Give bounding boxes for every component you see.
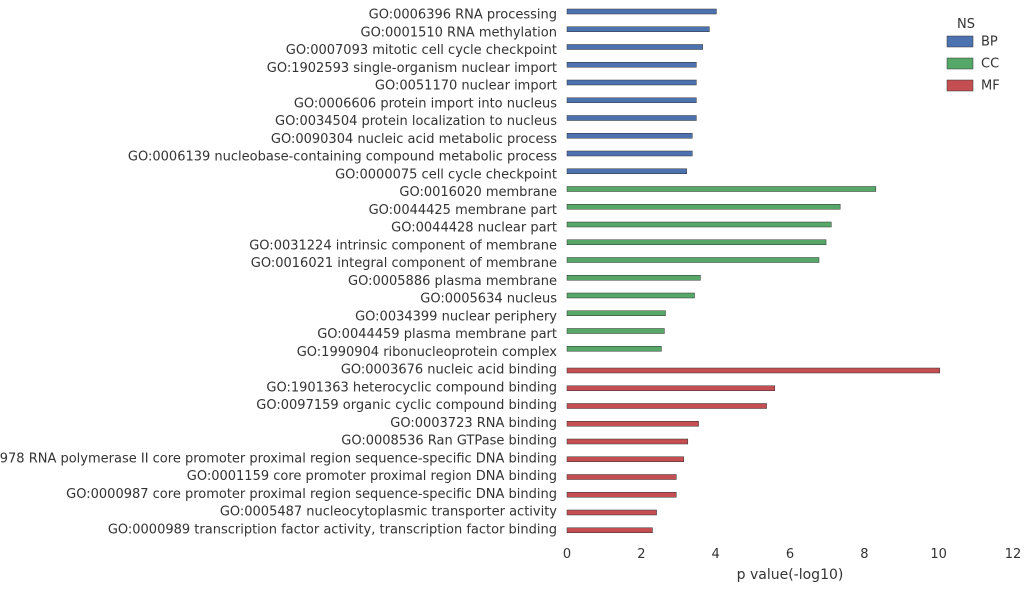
y-tick-label: GO:0005634 nucleus [420, 292, 557, 307]
x-tick-label: 8 [860, 547, 868, 562]
y-tick-label: GO:0008536 Ran GTPase binding [341, 434, 557, 449]
y-tick-label: GO:0003676 nucleic acid binding [341, 363, 557, 378]
y-tick-label: GO:0006139 nucleobase-containing compoun… [128, 150, 557, 165]
legend-title: NS [957, 17, 975, 32]
bar-mf [566, 438, 689, 445]
bar-cc [566, 292, 695, 299]
bar-cc [566, 239, 827, 245]
bar-bp [566, 97, 697, 103]
legend-label-bp: BP [981, 35, 998, 50]
bar-mf [566, 474, 677, 480]
bar-bp [566, 44, 703, 50]
bar-bp [566, 26, 710, 32]
legend-label-mf: MF [981, 79, 1000, 94]
bar-cc [566, 186, 877, 192]
legend: NS BP CC MF [946, 17, 1000, 94]
bar-bp [566, 115, 697, 121]
y-tick-label: GO:0090304 nucleic acid metabolic proces… [271, 132, 557, 147]
y-tick-label: GO:0003723 RNA binding [390, 416, 557, 431]
bar-cc [566, 346, 662, 352]
bar-bp [566, 8, 717, 15]
y-tick-label: GO:0000989 transcription factor activity… [108, 522, 557, 537]
x-tick-labels: 0 2 4 6 8 10 12 [563, 547, 1021, 562]
y-tick-label: GO:0016020 membrane [399, 185, 557, 200]
bar-mf [566, 456, 684, 462]
y-tick-label: GO:0097159 organic cyclic compound bindi… [256, 398, 557, 413]
y-tick-label: GO:0031224 intrinsic component of membra… [249, 238, 557, 253]
bar-bp [566, 133, 693, 139]
y-tick-label: GO:0005886 plasma membrane [348, 274, 557, 289]
legend-swatch-cc [946, 57, 974, 70]
bar-mf [566, 527, 653, 533]
x-tick-label: 4 [712, 547, 720, 562]
bar-bp [566, 79, 697, 86]
y-tick-label: GO:0005487 nucleocytoplasmic transporter… [220, 505, 557, 520]
bar-bp [566, 62, 697, 68]
y-tick-label: GO:0016021 integral component of membran… [251, 256, 557, 271]
bar-cc [566, 257, 820, 263]
y-tick-label: GO:0000075 cell cycle checkpoint [335, 167, 557, 182]
bar-bp [566, 168, 687, 174]
legend-label-cc: CC [981, 57, 999, 72]
y-tick-label: GO:0006396 RNA processing [369, 8, 557, 23]
bar-mf [566, 385, 776, 391]
legend-swatch-mf [946, 79, 974, 92]
y-tick-label: GO:1990904 ribonucleoprotein complex [297, 345, 558, 360]
x-tick-label: 0 [563, 547, 571, 562]
y-tick-label: GO:0044428 nuclear part [391, 221, 557, 236]
y-tick-label: GO:0001510 RNA methylation [361, 25, 557, 40]
y-tick-label: GO:0007093 mitotic cell cycle checkpoint [286, 43, 557, 58]
x-axis-label: p value(-log10) [737, 567, 844, 583]
y-tick-label: GO:0006606 protein import into nucleus [294, 96, 557, 111]
bar-mf [566, 421, 699, 427]
y-tick-label: GO:0051170 nuclear import [375, 79, 557, 94]
legend-swatch-bp [946, 35, 974, 48]
y-tick-label: GO:1901363 heterocyclic compound binding [266, 380, 557, 395]
y-tick-label: GO:0034399 nuclear periphery [355, 309, 557, 324]
bar-mf [566, 509, 657, 516]
y-tick-label: GO:0000987 core promoter proximal region… [66, 487, 557, 502]
y-tick-label: GO:0044425 membrane part [369, 203, 557, 218]
x-tick-label: 6 [786, 547, 794, 562]
bar-cc [566, 204, 841, 210]
legend-entries: BP CC MF [946, 35, 1000, 94]
bar-cc [566, 310, 666, 316]
x-tick-label: 10 [930, 547, 947, 562]
y-tick-label: GO:0000978 RNA polymerase II core promot… [0, 451, 557, 466]
y-tick-label: GO:0044459 plasma membrane part [317, 327, 557, 342]
bar-mf [566, 403, 767, 409]
y-tick-label: GO:1902593 single-organism nuclear impor… [267, 61, 557, 76]
bar-cc [566, 328, 665, 334]
x-tick-label: 12 [1005, 547, 1022, 562]
bar-mf [566, 492, 677, 498]
bar-cc [566, 221, 832, 228]
bar-cc [566, 275, 701, 281]
x-tick-label: 2 [637, 547, 645, 562]
y-tick-label: GO:0034504 protein localization to nucle… [275, 114, 557, 129]
bar-mf [566, 367, 941, 374]
bars-layer [566, 8, 941, 533]
y-tick-labels: GO:0006396 RNA processing GO:0001510 RNA … [0, 8, 557, 538]
bar-bp [566, 150, 693, 157]
y-tick-label: GO:0001159 core promoter proximal region… [187, 469, 557, 484]
